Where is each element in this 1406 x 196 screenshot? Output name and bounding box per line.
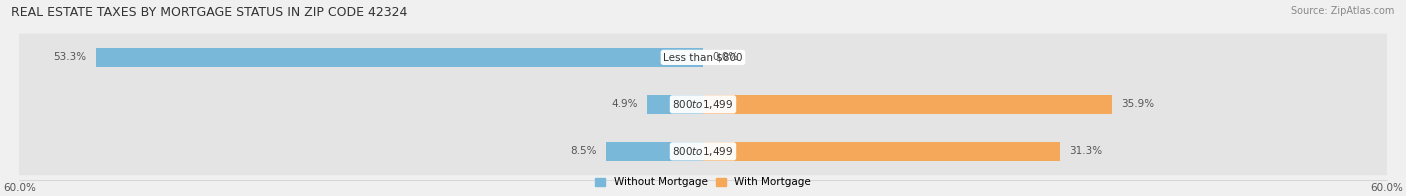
Bar (703, 142, 1060, 161)
Text: 31.3%: 31.3% (1069, 146, 1102, 156)
Text: Source: ZipAtlas.com: Source: ZipAtlas.com (1291, 6, 1395, 16)
Text: 0.0%: 0.0% (711, 52, 738, 62)
Text: 8.5%: 8.5% (571, 146, 598, 156)
FancyBboxPatch shape (0, 81, 1406, 128)
Bar (606, 142, 703, 161)
Bar (703, 95, 1112, 114)
Text: 35.9%: 35.9% (1121, 99, 1154, 109)
Legend: Without Mortgage, With Mortgage: Without Mortgage, With Mortgage (595, 177, 811, 187)
FancyBboxPatch shape (0, 128, 1406, 175)
Bar (96, 48, 703, 67)
Text: 53.3%: 53.3% (53, 52, 86, 62)
Text: REAL ESTATE TAXES BY MORTGAGE STATUS IN ZIP CODE 42324: REAL ESTATE TAXES BY MORTGAGE STATUS IN … (11, 6, 408, 19)
Text: 4.9%: 4.9% (612, 99, 638, 109)
Text: $800 to $1,499: $800 to $1,499 (672, 145, 734, 158)
FancyBboxPatch shape (0, 34, 1406, 81)
Text: $800 to $1,499: $800 to $1,499 (672, 98, 734, 111)
Bar (647, 95, 703, 114)
Text: Less than $800: Less than $800 (664, 52, 742, 62)
